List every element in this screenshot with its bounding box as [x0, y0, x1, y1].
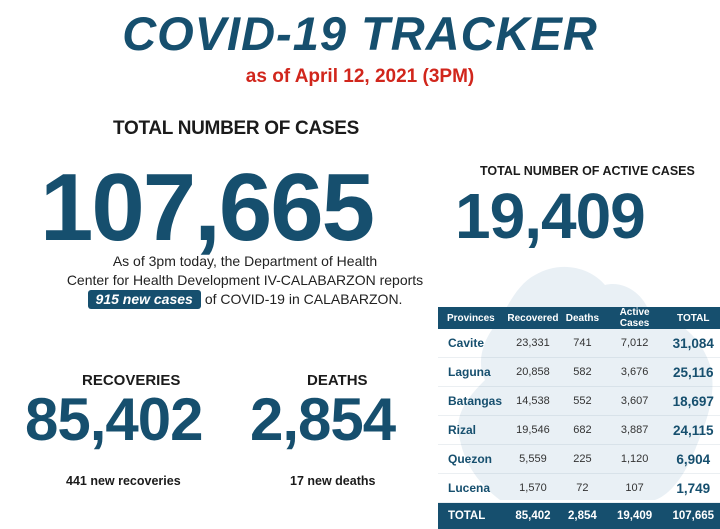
total-cell: 24,115 [667, 416, 720, 445]
total-cell: 25,116 [667, 358, 720, 387]
table-row: Quezon 5,559 225 1,120 6,904 [438, 445, 720, 474]
column-header: Provinces [438, 307, 504, 329]
province-name: Batangas [438, 387, 504, 416]
total-cell: 6,904 [667, 445, 720, 474]
table-row: Laguna 20,858 582 3,676 25,116 [438, 358, 720, 387]
report-date: as of April 12, 2021 (3PM) [0, 66, 720, 88]
report-line-2: Center for Health Development IV-CALABAR… [30, 271, 460, 290]
column-header: Recovered [504, 307, 562, 329]
column-header: Active Cases [603, 307, 667, 329]
recovered-cell: 23,331 [504, 329, 562, 358]
province-name: Laguna [438, 358, 504, 387]
total-cell: 18,697 [667, 387, 720, 416]
new-recoveries-text: 441 new recoveries [66, 474, 181, 488]
province-name: Quezon [438, 445, 504, 474]
table-total-row: TOTAL 85,402 2,854 19,409 107,665 [438, 503, 720, 529]
report-line-1: As of 3pm today, the Department of Healt… [30, 252, 460, 271]
deaths-cell: 682 [562, 416, 603, 445]
active-cell: 7,012 [603, 329, 667, 358]
total-deaths: 2,854 [562, 503, 603, 529]
recovered-cell: 20,858 [504, 358, 562, 387]
active-cases-value: 19,409 [455, 184, 645, 248]
table-row: Rizal 19,546 682 3,887 24,115 [438, 416, 720, 445]
deaths-cell: 225 [562, 445, 603, 474]
deaths-value: 2,854 [250, 390, 395, 450]
active-cell: 107 [603, 474, 667, 503]
deaths-cell: 72 [562, 474, 603, 503]
page-title: COVID-19 TRACKER [0, 6, 720, 61]
recovered-cell: 14,538 [504, 387, 562, 416]
table-row: Cavite 23,331 741 7,012 31,084 [438, 329, 720, 358]
total-recovered: 85,402 [504, 503, 562, 529]
table-row: Batangas 14,538 552 3,607 18,697 [438, 387, 720, 416]
recovered-cell: 1,570 [504, 474, 562, 503]
active-cell: 3,887 [603, 416, 667, 445]
report-line-3-rest: of COVID-19 in CALABARZON. [205, 291, 403, 307]
active-cell: 1,120 [603, 445, 667, 474]
total-cases-label: TOTAL NUMBER OF CASES [113, 118, 359, 140]
table-row: Lucena 1,570 72 107 1,749 [438, 474, 720, 503]
table-header-row: Provinces Recovered Deaths Active Cases … [438, 307, 720, 329]
deaths-cell: 741 [562, 329, 603, 358]
province-name: Cavite [438, 329, 504, 358]
deaths-cell: 582 [562, 358, 603, 387]
total-cases-value: 107,665 [40, 160, 373, 256]
new-cases-badge: 915 new cases [88, 290, 201, 309]
column-header: TOTAL [667, 307, 720, 329]
provinces-table: Provinces Recovered Deaths Active Cases … [438, 307, 720, 529]
recovered-cell: 5,559 [504, 445, 562, 474]
total-cases: 107,665 [667, 503, 720, 529]
deaths-cell: 552 [562, 387, 603, 416]
report-text: As of 3pm today, the Department of Healt… [30, 252, 460, 309]
total-cell: 31,084 [667, 329, 720, 358]
new-deaths-text: 17 new deaths [290, 474, 375, 488]
active-cases-label: TOTAL NUMBER OF ACTIVE CASES [480, 164, 695, 178]
recoveries-value: 85,402 [25, 390, 203, 450]
total-active: 19,409 [603, 503, 667, 529]
province-name: Rizal [438, 416, 504, 445]
active-cell: 3,676 [603, 358, 667, 387]
total-label: TOTAL [438, 503, 504, 529]
recovered-cell: 19,546 [504, 416, 562, 445]
column-header: Deaths [562, 307, 603, 329]
province-name: Lucena [438, 474, 504, 503]
active-cell: 3,607 [603, 387, 667, 416]
total-cell: 1,749 [667, 474, 720, 503]
